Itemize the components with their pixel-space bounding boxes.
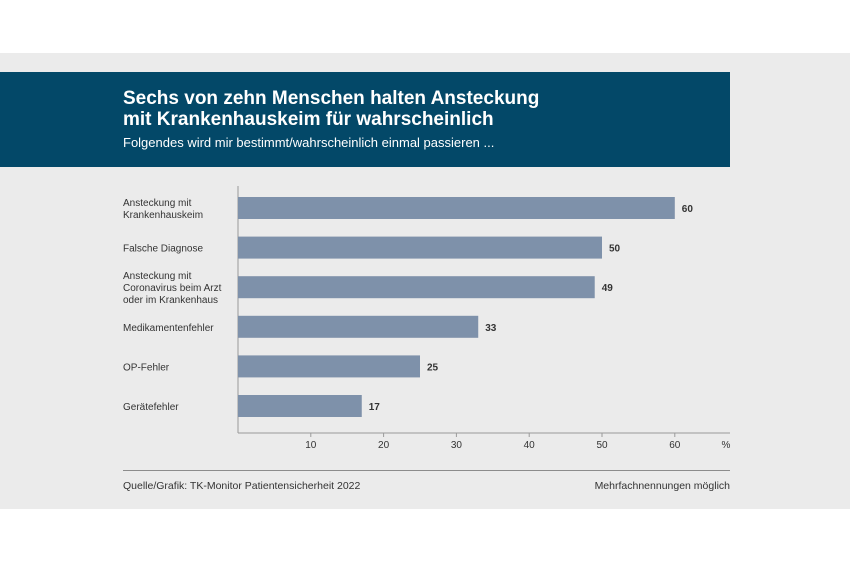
bar [238,276,595,299]
category-label: Ansteckung mit Krankenhauskeim [123,198,203,221]
category-label-line: Ansteckung mit [123,198,192,209]
bar [238,355,420,378]
bar-value-label: 49 [602,283,614,294]
category-label-line: Falsche Diagnose [123,244,203,255]
bar [238,236,602,259]
multiple-answers-note: Mehrfachnennungen möglich [594,480,730,492]
chart-title-line-1: Sechs von zehn Menschen halten Ansteckun… [123,88,540,109]
category-label: Medikamentenfehler [123,323,214,334]
category-label-line: Ansteckung mit [123,271,192,282]
chart-title-line-2: mit Krankenhauskeim für wahrscheinlich [123,109,494,130]
x-tick-label: 30 [451,440,463,451]
category-label-line: Coronavirus beim Arzt [123,283,222,294]
x-tick-label: 40 [524,440,536,451]
bar-value-label: 33 [485,323,497,334]
x-tick-label: 60 [669,440,681,451]
source-note: Quelle/Grafik: TK-Monitor Patientensiche… [123,480,361,492]
category-label-line: Medikamentenfehler [123,323,214,334]
footer-divider [123,470,730,471]
bar [238,315,479,338]
category-label-line: oder im Krankenhaus [123,295,218,306]
chart-title: Sechs von zehn Menschen halten Ansteckun… [123,88,723,130]
category-label: OP-Fehler [123,362,170,373]
category-label-line: OP-Fehler [123,362,170,373]
bar [238,395,362,417]
x-unit-label: % [722,440,731,451]
header-banner [0,72,730,167]
x-tick-label: 10 [305,440,317,451]
chart-subtitle: Folgendes wird mir bestimmt/wahrscheinli… [123,135,495,150]
bar-value-label: 17 [369,402,381,413]
category-label-line: Gerätefehler [123,402,179,413]
bar-value-label: 25 [427,362,439,373]
category-label: Gerätefehler [123,402,179,413]
x-tick-label: 20 [378,440,390,451]
bar [238,197,675,219]
category-label-line: Krankenhauskeim [123,210,203,221]
bar-value-label: 50 [609,244,621,255]
bar-value-label: 60 [682,204,694,215]
category-label: Falsche Diagnose [123,244,203,255]
x-tick-label: 50 [596,440,608,451]
category-label: Ansteckung mit Coronavirus beim Arzt oder … [123,271,222,306]
